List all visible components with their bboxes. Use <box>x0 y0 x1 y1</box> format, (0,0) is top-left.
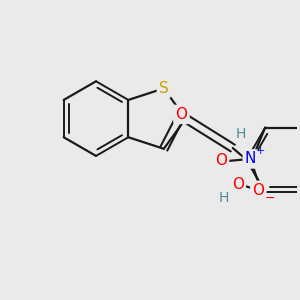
Text: S: S <box>159 81 169 96</box>
Text: −: − <box>265 192 275 205</box>
Text: O: O <box>215 153 227 168</box>
Text: H: H <box>236 127 246 141</box>
Text: +: + <box>256 146 265 156</box>
Text: O: O <box>232 177 244 192</box>
Text: N: N <box>245 152 256 166</box>
Text: O: O <box>252 183 264 198</box>
Text: H: H <box>219 191 229 205</box>
Text: O: O <box>176 107 188 122</box>
